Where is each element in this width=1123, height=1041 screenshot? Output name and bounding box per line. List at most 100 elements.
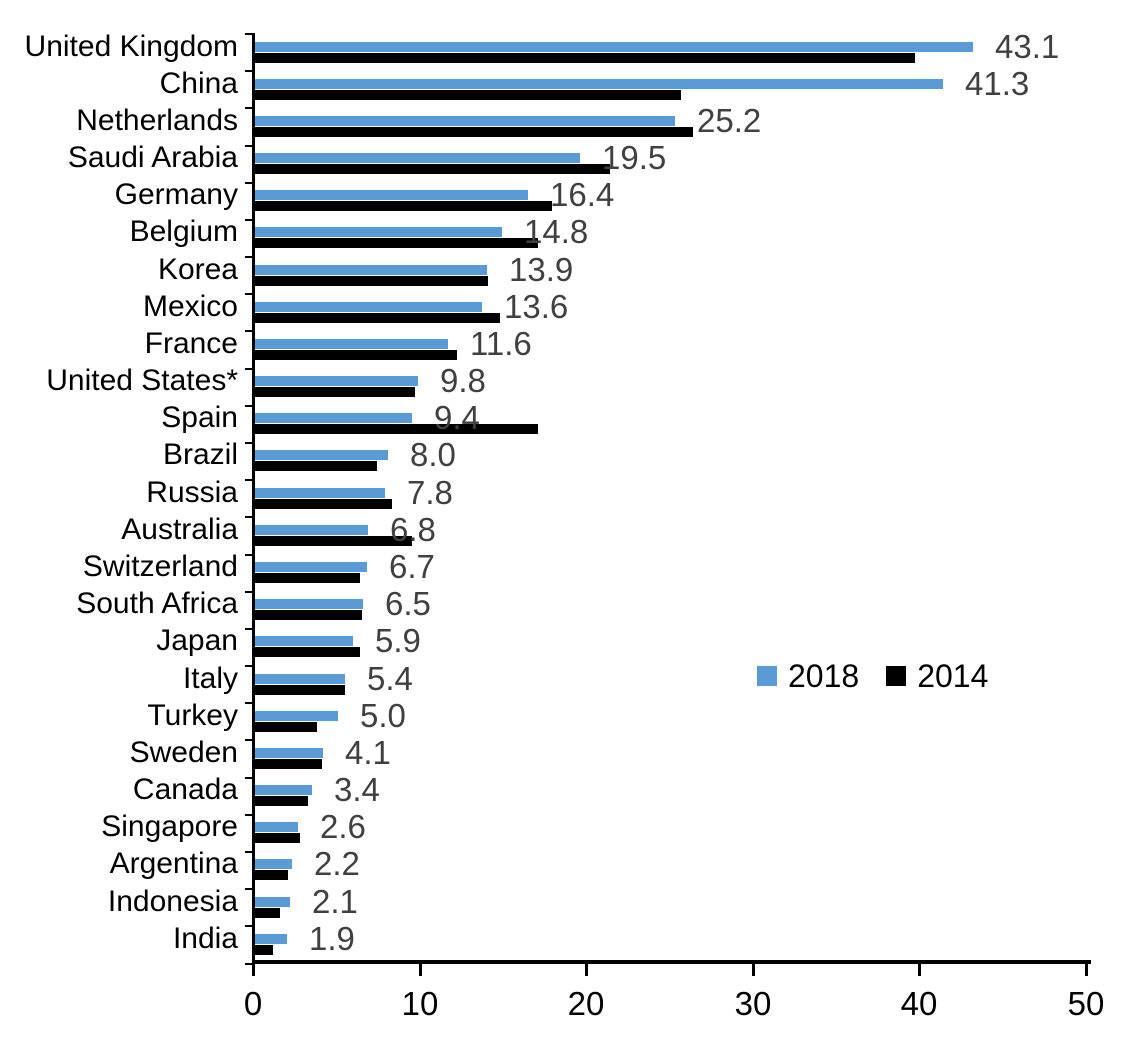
category-label: Indonesia [107, 884, 238, 918]
bar-2018 [255, 487, 385, 498]
bar-2018 [255, 301, 482, 312]
x-tick-mark [1085, 964, 1088, 976]
value-label: 2.2 [314, 845, 360, 883]
bar-2018 [255, 227, 502, 238]
category-label: India [172, 921, 238, 955]
category-label: Korea [157, 252, 238, 286]
legend-item-label: 2018 [788, 658, 860, 694]
y-tick-mark [245, 368, 253, 370]
value-label: 3.4 [334, 771, 380, 809]
bar-2014 [255, 684, 345, 695]
bar-2018 [255, 933, 287, 944]
value-label: 1.9 [309, 919, 355, 957]
category-label: Canada [132, 773, 238, 807]
value-label: 7.8 [407, 473, 453, 511]
category-label: United States* [46, 364, 238, 398]
y-tick-mark [245, 516, 253, 518]
bar-2014 [255, 498, 392, 509]
category-label: Singapore [101, 810, 238, 844]
category-label: Netherlands [76, 103, 238, 137]
bar-row: Switzerland 6.7 [0, 549, 1123, 593]
bar-row: China 41.3 [0, 65, 1123, 110]
category-label: South Africa [76, 587, 238, 621]
bar-row: Spain 9.4 [0, 400, 1123, 444]
bar-row: Sweden 4.1 [0, 734, 1123, 779]
category-label: Italy [182, 661, 238, 695]
category-label: Japan [156, 624, 238, 658]
bar-2018 [255, 450, 388, 461]
bar-2014 [255, 610, 362, 621]
x-tick-mark [585, 964, 588, 976]
bar-2018 [255, 859, 292, 870]
bar-2014 [255, 349, 457, 360]
y-tick-mark [245, 219, 253, 221]
bar-2014 [255, 647, 360, 658]
bar-2018 [255, 599, 363, 610]
category-label: Russia [146, 475, 238, 509]
bar-row: Australia 6.8 [0, 511, 1123, 556]
bar-2018 [255, 562, 367, 573]
y-tick-mark [245, 554, 253, 556]
category-label: United Kingdom [24, 29, 238, 63]
x-tick-label: 40 [900, 985, 938, 1022]
bar-row: Turkey 5.0 [0, 697, 1123, 742]
bar-2018 [255, 896, 290, 907]
bar-2014 [255, 461, 377, 472]
bar-2014 [255, 758, 322, 769]
value-label: 9.8 [440, 362, 486, 400]
y-tick-mark [245, 479, 253, 481]
category-label: Sweden [129, 735, 238, 769]
y-tick-mark [245, 925, 253, 927]
value-label: 25.2 [697, 101, 762, 139]
bar-2018 [255, 41, 973, 52]
value-label: 5.4 [367, 659, 413, 697]
bar-2014 [255, 52, 915, 63]
category-label: Belgium [129, 215, 238, 249]
category-label: Spain [161, 401, 238, 435]
value-label: 5.9 [375, 622, 421, 660]
x-tick-label: 20 [567, 985, 605, 1022]
bar-2018 [255, 785, 312, 796]
bar-2014 [255, 126, 693, 137]
y-tick-mark [245, 814, 253, 816]
value-label: 6.8 [390, 510, 436, 548]
bar-2014 [255, 387, 415, 398]
y-tick-mark [245, 665, 253, 667]
legend-swatch-2018-icon [757, 666, 777, 686]
bar-2014 [255, 275, 488, 286]
x-tick-label: 50 [1067, 985, 1105, 1022]
y-tick-mark [245, 70, 253, 72]
x-tick-label: 10 [401, 985, 439, 1022]
x-tick-label: 30 [734, 985, 772, 1022]
bar-2018 [255, 636, 353, 647]
y-tick-mark [245, 739, 253, 741]
value-label: 6.5 [385, 585, 431, 623]
bar-2014 [255, 201, 552, 212]
value-label: 19.5 [602, 139, 667, 177]
bar-2018 [255, 710, 338, 721]
y-tick-mark [245, 145, 253, 147]
y-tick-mark [245, 107, 253, 109]
x-tick-label: 0 [243, 985, 263, 1022]
x-tick-mark [918, 964, 921, 976]
bar-2014 [255, 535, 412, 546]
value-label: 41.3 [965, 64, 1030, 102]
category-label: France [144, 326, 238, 360]
category-label: Argentina [109, 847, 238, 881]
category-label: Switzerland [82, 550, 238, 584]
value-label: 43.1 [995, 27, 1060, 65]
bar-row: Mexico 13.6 [0, 288, 1123, 333]
x-tick-mark [419, 964, 422, 976]
bar-row: Brazil 8.0 [0, 437, 1123, 481]
y-tick-mark [245, 33, 253, 35]
bar-2018 [255, 376, 418, 387]
value-label: 9.4 [434, 399, 480, 437]
y-tick-mark [245, 442, 253, 444]
category-label: Mexico [142, 289, 238, 323]
bar-2018 [255, 338, 448, 349]
legend-item: 2014 [886, 660, 988, 692]
value-label: 2.6 [320, 808, 366, 846]
y-tick-mark [245, 405, 253, 407]
x-axis-line [252, 960, 1091, 964]
bar-2018 [255, 673, 345, 684]
